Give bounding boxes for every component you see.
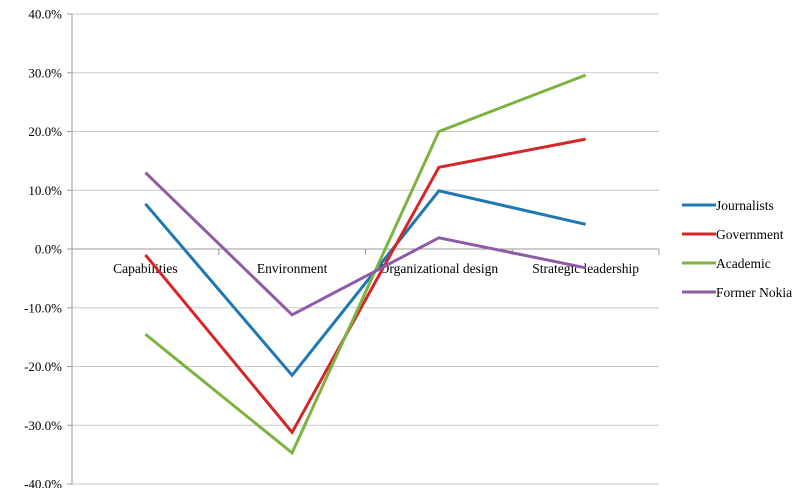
- y-tick-label: 30.0%: [28, 65, 62, 80]
- series-lines: [144, 73, 587, 456]
- legend-label: Journalists: [716, 198, 774, 213]
- legend: Journalists Government Academic Former Noki…: [682, 198, 792, 300]
- y-tick-label: 40.0%: [28, 7, 62, 22]
- y-tick-label: -20.0%: [24, 359, 62, 374]
- series-line-academic: [144, 73, 587, 456]
- legend-label: Former Nokia: [716, 285, 792, 300]
- y-tick-label: 0.0%: [35, 242, 62, 257]
- x-tick-label: Capabilities: [113, 261, 178, 276]
- y-tick-label: -30.0%: [24, 418, 62, 433]
- legend-label: Government: [716, 227, 784, 242]
- x-tick-label: Strategic leadership: [532, 261, 639, 276]
- y-tick-label: 20.0%: [28, 124, 62, 139]
- y-tick-label: -40.0%: [24, 477, 62, 488]
- x-tick-label: Organizational design: [380, 261, 499, 276]
- y-axis: 40.0% 30.0% 20.0% 10.0% 0.0% -10.0% -20.0% -30.…: [24, 7, 73, 488]
- legend-label: Academic: [716, 256, 771, 271]
- series-line-former-nokia: [144, 171, 586, 317]
- series-line-government: [144, 137, 586, 435]
- series-line-journalists: [144, 189, 586, 378]
- y-tick-label: 10.0%: [28, 183, 62, 198]
- y-tick-label: -10.0%: [24, 300, 62, 315]
- x-tick-label: Environment: [257, 261, 328, 276]
